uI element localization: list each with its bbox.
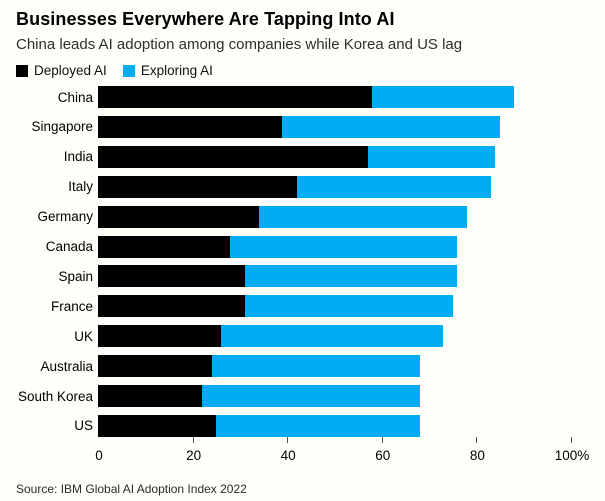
legend-label-deployed: Deployed AI xyxy=(34,63,107,78)
bar-segment-deployed xyxy=(98,115,283,138)
category-label: Germany xyxy=(37,209,93,225)
chart-rows: China Singapore India Italy Germany Canada Spa… xyxy=(0,86,605,437)
category-label: Singapore xyxy=(31,119,93,135)
bar-segment-deployed xyxy=(98,385,203,408)
axis-tick xyxy=(571,437,572,443)
axis-tick xyxy=(192,437,194,443)
bar-segment-exploring xyxy=(244,295,453,318)
bar-area xyxy=(98,205,571,228)
category-label: China xyxy=(57,89,93,105)
bar-segment-deployed xyxy=(98,355,212,378)
category-label: South Korea xyxy=(17,388,93,404)
chart-row: Canada xyxy=(0,235,605,258)
bar-area xyxy=(98,385,571,408)
axis-tick-label: 0 xyxy=(95,448,103,463)
chart-title: Businesses Everywhere Are Tapping Into A… xyxy=(16,9,395,29)
deployed-swatch-icon xyxy=(16,64,28,77)
bar-area xyxy=(98,235,571,258)
bar-segment-deployed xyxy=(98,325,221,348)
bar-segment-deployed xyxy=(98,265,245,288)
chart-row: France xyxy=(0,295,605,318)
bar-segment-deployed xyxy=(98,235,231,258)
bar-area xyxy=(98,115,571,138)
bar-area xyxy=(98,295,571,318)
category-label: India xyxy=(63,149,93,165)
bar-area xyxy=(98,414,571,437)
bar-segment-exploring xyxy=(211,355,420,378)
bar-segment-deployed xyxy=(98,175,297,198)
chart-row: Italy xyxy=(0,175,605,198)
bar-segment-exploring xyxy=(202,385,420,408)
axis-tick-label: 40 xyxy=(280,448,296,463)
chart-subtitle: China leads AI adoption among companies … xyxy=(16,36,463,53)
bar-area xyxy=(98,175,571,198)
category-label: UK xyxy=(74,328,93,344)
bar-segment-exploring xyxy=(220,325,444,348)
chart-row: Germany xyxy=(0,205,605,228)
bar-segment-exploring xyxy=(244,265,458,288)
bar-area xyxy=(98,325,571,348)
axis-tick-label: 100% xyxy=(554,448,590,463)
chart-row: Australia xyxy=(0,355,605,378)
category-label: Canada xyxy=(45,239,93,255)
source-note: Source: IBM Global AI Adoption Index 202… xyxy=(16,482,247,496)
exploring-swatch-icon xyxy=(122,64,135,77)
chart-row: US xyxy=(0,414,605,437)
chart-row: UK xyxy=(0,325,605,348)
bar-segment-exploring xyxy=(372,86,515,108)
bar-area xyxy=(98,145,571,168)
axis-tick-label: 80 xyxy=(469,448,485,463)
chart-row: China xyxy=(0,86,605,108)
bar-segment-exploring xyxy=(230,235,458,258)
legend-item-exploring: Exploring AI xyxy=(122,63,213,78)
category-label: Australia xyxy=(40,358,93,374)
chart-row: Spain xyxy=(0,265,605,288)
bar-area xyxy=(98,355,571,378)
bar-segment-deployed xyxy=(98,86,373,108)
axis-tick-label: 20 xyxy=(186,448,202,463)
bar-segment-exploring xyxy=(367,145,496,168)
bar-segment-deployed xyxy=(98,205,259,228)
bar-segment-exploring xyxy=(282,115,501,138)
bar-area xyxy=(98,265,571,288)
axis-tick xyxy=(476,437,478,443)
chart-row: India xyxy=(0,145,605,168)
category-label: Spain xyxy=(58,268,93,284)
category-label: Italy xyxy=(68,179,93,195)
bar-segment-deployed xyxy=(98,414,217,437)
legend: Deployed AI Exploring AI xyxy=(16,63,213,78)
legend-item-deployed: Deployed AI xyxy=(16,63,107,78)
bar-segment-deployed xyxy=(98,295,245,318)
category-label: US xyxy=(74,418,93,434)
axis-tick-label: 60 xyxy=(375,448,391,463)
bar-segment-exploring xyxy=(296,175,491,198)
axis-tick xyxy=(287,437,289,443)
chart-row: Singapore xyxy=(0,115,605,138)
chart-row: South Korea xyxy=(0,385,605,408)
bar-area xyxy=(98,86,571,108)
axis-tick xyxy=(381,437,383,443)
category-label: France xyxy=(50,298,93,314)
legend-label-exploring: Exploring AI xyxy=(140,63,213,78)
bar-segment-exploring xyxy=(216,414,420,437)
bar-segment-exploring xyxy=(258,205,467,228)
bar-segment-deployed xyxy=(98,145,368,168)
